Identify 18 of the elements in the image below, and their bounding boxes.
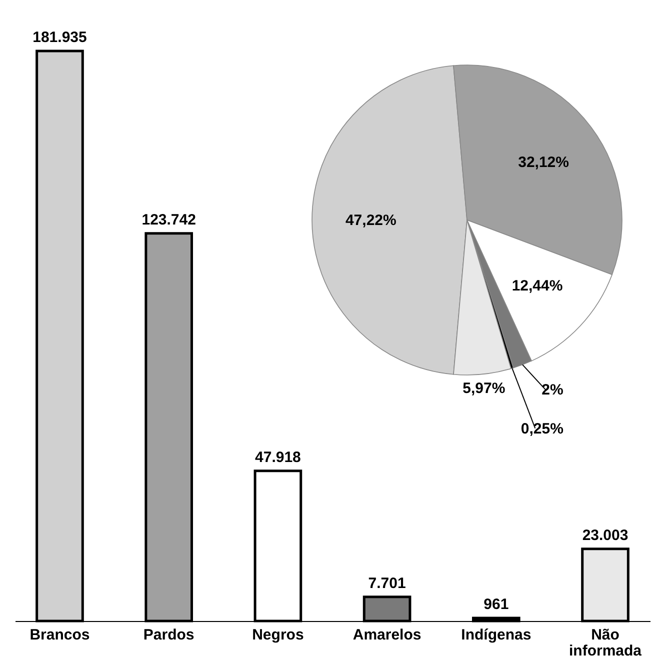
x-tick-label: Brancos bbox=[30, 626, 90, 644]
x-tick-label: Amarelos bbox=[352, 626, 422, 644]
data-label: 123.742 bbox=[142, 211, 196, 228]
data-label: 5,97% bbox=[462, 380, 506, 398]
data-label: 32,12% bbox=[518, 154, 569, 171]
data-label: 47.918 bbox=[255, 448, 301, 466]
data-label: 7.701 bbox=[368, 574, 406, 592]
data-label: 47,22% bbox=[345, 212, 396, 230]
data-label: 23.003 bbox=[582, 526, 628, 544]
x-tick-label: Não informada bbox=[569, 626, 642, 660]
data-label: 961 bbox=[484, 596, 509, 613]
x-tick-label: Negros bbox=[252, 626, 304, 644]
data-label: 2% bbox=[542, 382, 564, 399]
data-label: 12,44% bbox=[512, 278, 563, 295]
data-label: 181.935 bbox=[32, 29, 87, 46]
x-tick-label: Pardos bbox=[143, 626, 194, 644]
data-label: 0,25% bbox=[520, 420, 564, 438]
x-tick-label: Indígenas bbox=[461, 626, 532, 644]
